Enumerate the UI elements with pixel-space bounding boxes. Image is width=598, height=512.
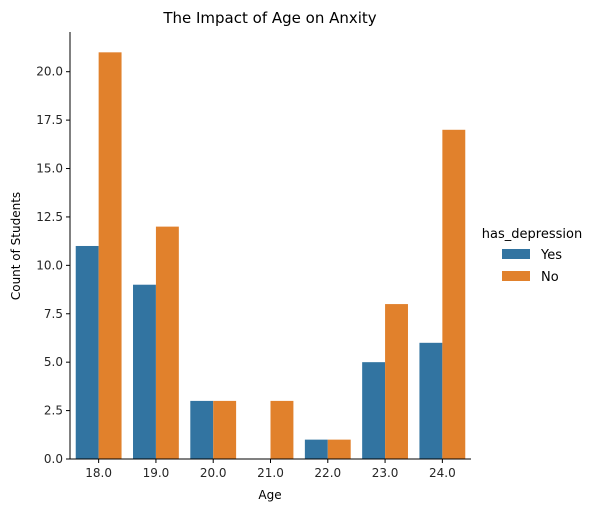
y-tick-label: 17.5 <box>36 113 63 127</box>
bar-no-18.0 <box>99 52 122 459</box>
bar-no-19.0 <box>156 227 179 459</box>
x-axis-label: Age <box>258 488 281 502</box>
y-tick-label: 12.5 <box>36 210 63 224</box>
legend-swatch-no <box>502 271 530 281</box>
bar-no-23.0 <box>385 304 408 459</box>
bar-yes-22.0 <box>305 440 328 459</box>
y-tick-label: 20.0 <box>36 65 63 79</box>
legend-items: Yes No <box>502 248 562 285</box>
y-tick-label: 5.0 <box>44 355 63 369</box>
x-tick-label: 22.0 <box>314 466 341 480</box>
bar-yes-19.0 <box>133 285 156 459</box>
x-tick-label: 20.0 <box>200 466 227 480</box>
x-axis: 18.0 19.0 20.0 21.0 22.0 23.0 24.0 <box>70 459 471 480</box>
x-tick-label: 19.0 <box>143 466 170 480</box>
legend-swatch-yes <box>502 249 530 259</box>
legend-title: has_depression <box>482 227 582 242</box>
bar-yes-24.0 <box>419 343 442 459</box>
y-tick-label: 0.0 <box>44 452 63 466</box>
x-tick-label: 24.0 <box>429 466 456 480</box>
x-tick-label: 21.0 <box>257 466 284 480</box>
bar-no-24.0 <box>442 130 465 459</box>
chart-title: The Impact of Age on Anxity <box>162 9 376 27</box>
legend: has_depression Yes No <box>482 227 582 285</box>
bar-yes-23.0 <box>362 362 385 459</box>
x-tick-label: 18.0 <box>85 466 112 480</box>
y-axis-label: Count of Students <box>9 192 23 300</box>
y-tick-label: 7.5 <box>44 307 63 321</box>
bar-no-20.0 <box>213 401 236 459</box>
y-axis: 0.0 2.5 5.0 7.5 10.0 12.5 15.0 17.5 20.0 <box>36 32 70 466</box>
legend-label-no: No <box>541 270 559 285</box>
bar-no-22.0 <box>328 440 351 459</box>
bar-yes-20.0 <box>190 401 213 459</box>
y-tick-label: 10.0 <box>36 258 63 272</box>
y-tick-label: 2.5 <box>44 404 63 418</box>
bar-yes-18.0 <box>76 246 99 459</box>
x-tick-label: 23.0 <box>372 466 399 480</box>
bar-no-21.0 <box>271 401 294 459</box>
legend-label-yes: Yes <box>540 248 562 263</box>
bars-group <box>76 52 466 459</box>
y-tick-label: 15.0 <box>36 162 63 176</box>
